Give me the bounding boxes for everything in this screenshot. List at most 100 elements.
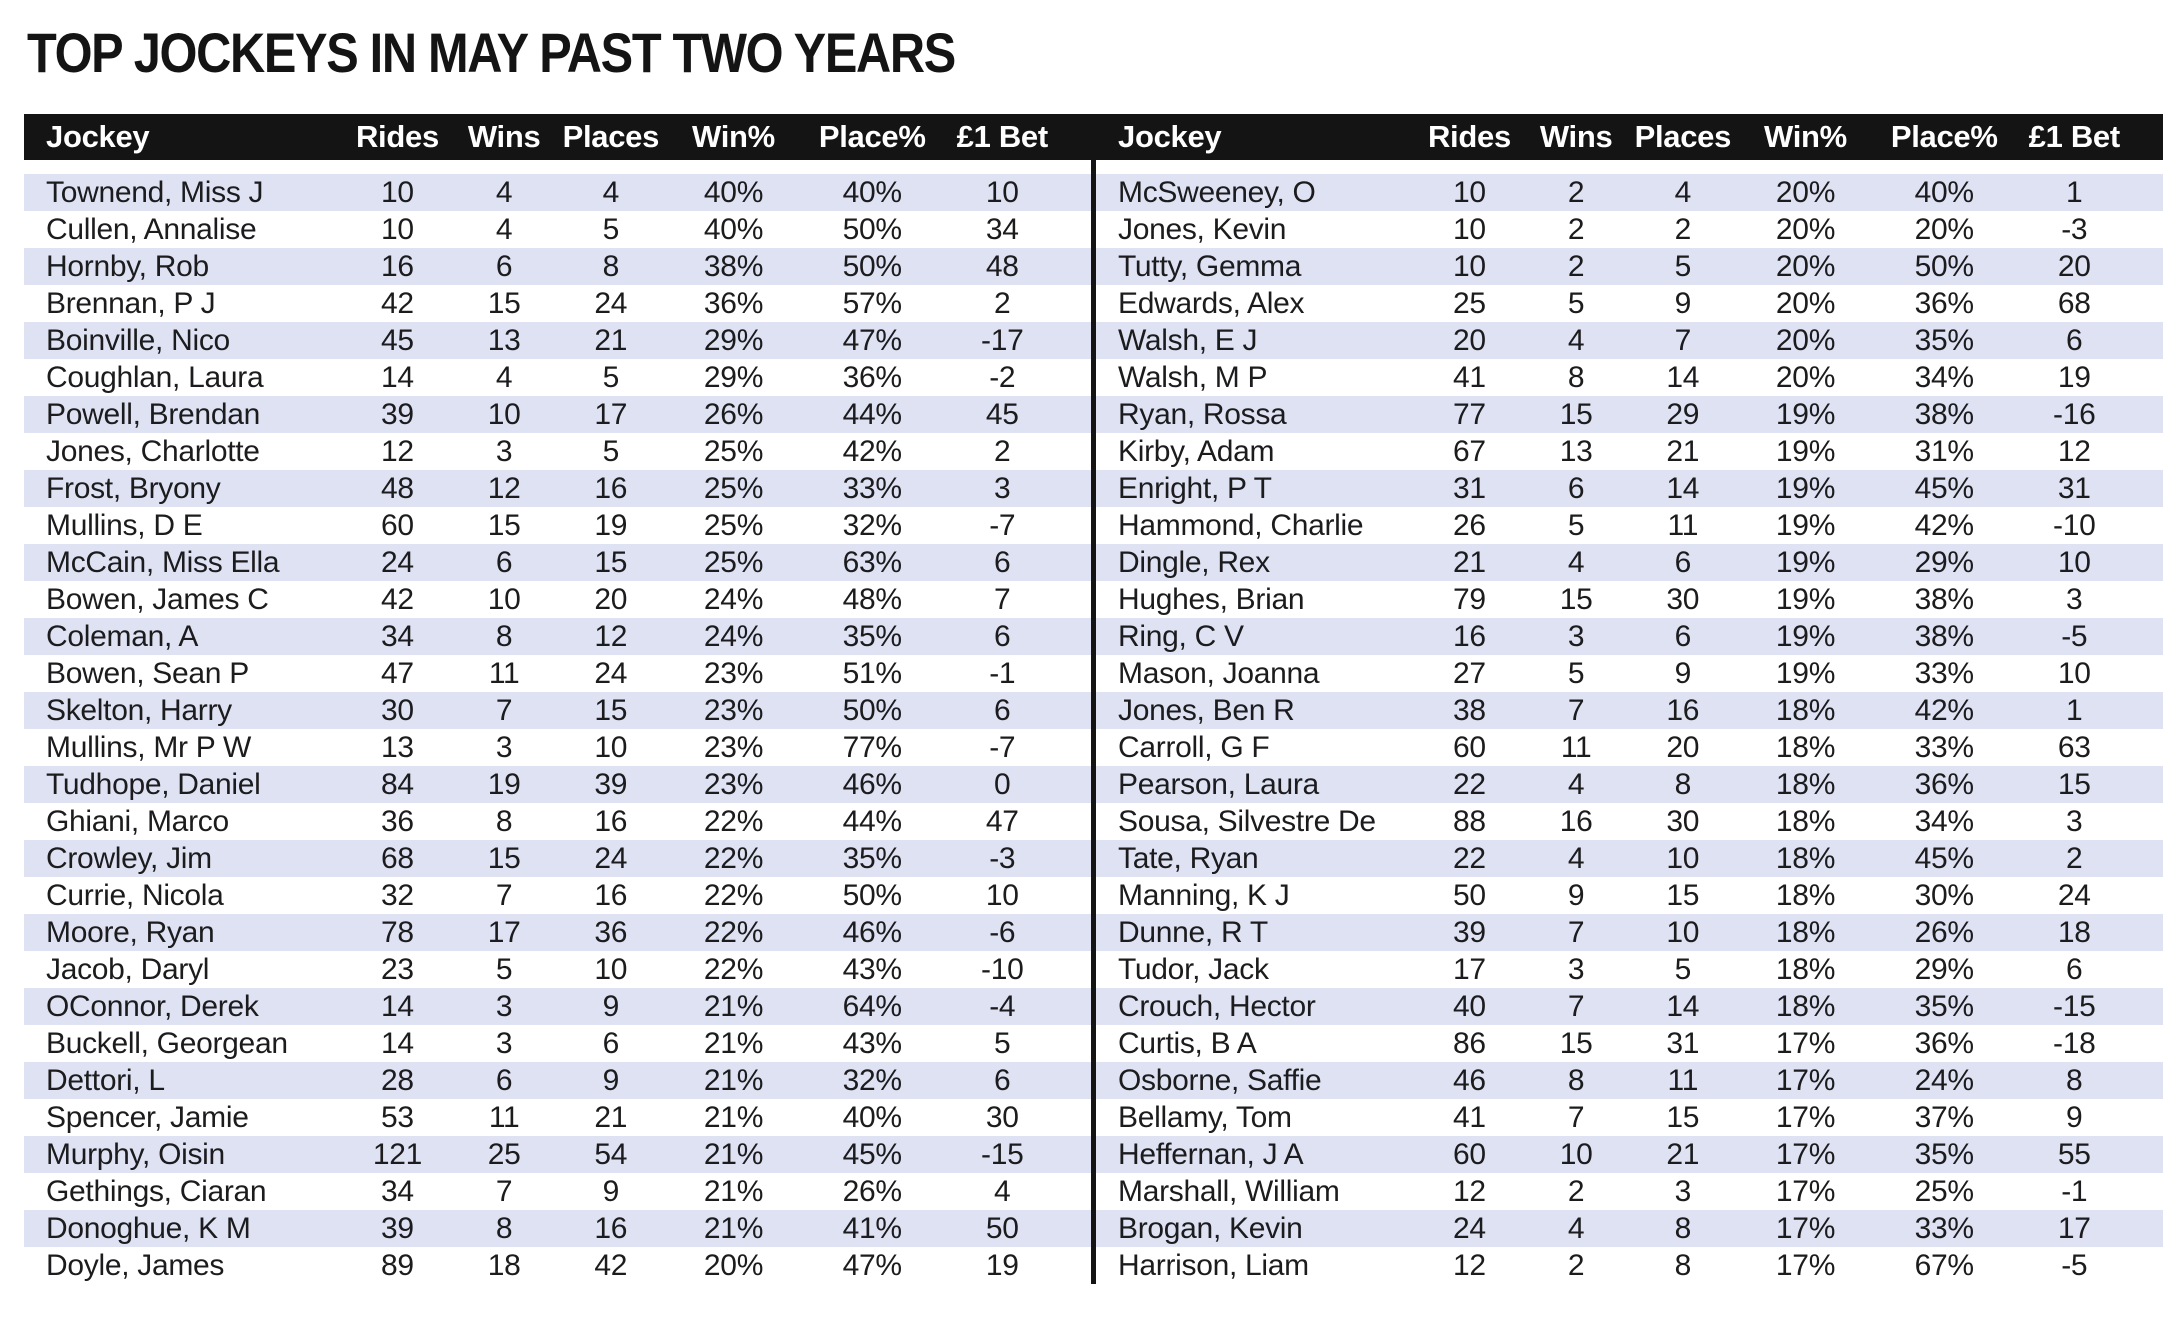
places-value: 7 [1674,324,1692,357]
bet-value: 2 [994,435,1011,468]
wins-value: 12 [487,472,521,505]
table-row: Bowen, Sean P 47 11 24 23% 51% -1 [24,655,1091,692]
rides-value: 88 [1453,805,1486,838]
win-pct-value: 17% [1775,1027,1836,1060]
rides-value: 47 [381,657,414,690]
places-value: 29 [1666,398,1700,431]
rides-value: 42 [381,287,414,320]
win-pct-value: 22% [703,916,764,949]
column-header-place-pct: Place% [1890,119,1998,154]
wins-value: 3 [1567,953,1585,986]
win-pct-value: 17% [1775,1249,1836,1282]
win-pct-value: 19% [1775,398,1836,431]
win-pct-value: 21% [703,1212,764,1245]
table-row: Mullins, Mr P W 13 3 10 23% 77% -7 [24,729,1091,766]
bet-value: 5 [994,1027,1011,1060]
win-pct-value: 25% [703,546,764,579]
win-pct-value: 18% [1775,842,1836,875]
win-pct-value: 18% [1775,805,1836,838]
rides-value: 78 [381,916,414,949]
rides-value: 67 [1453,435,1486,468]
wins-value: 6 [1567,472,1585,505]
wins-value: 7 [1567,694,1585,727]
table-row: Townend, Miss J 10 4 4 40% 40% 10 [24,174,1091,211]
table-row: Moore, Ryan 78 17 36 22% 46% -6 [24,914,1091,951]
rides-value: 10 [1453,213,1486,246]
column-header-rides: Rides [355,119,439,154]
places-value: 10 [594,953,628,986]
table-row: Heffernan, J A 60 10 21 17% 35% 55 [1096,1136,2163,1173]
win-pct-value: 23% [703,694,764,727]
table-row: Sousa, Silvestre De 88 16 30 18% 34% 3 [1096,803,2163,840]
place-pct-value: 45% [842,1138,902,1171]
place-pct-value: 63% [842,546,902,579]
win-pct-value: 21% [703,1138,764,1171]
bet-value: 63 [2057,731,2091,764]
rides-value: 77 [1453,398,1486,431]
win-pct-value: 29% [703,324,764,357]
wins-value: 16 [1559,805,1593,838]
jockey-name: OConnor, Derek [46,990,259,1023]
places-value: 9 [602,1175,620,1208]
rides-value: 86 [1453,1027,1486,1060]
bet-value: 34 [985,213,1019,246]
win-pct-value: 22% [703,805,764,838]
rides-value: 10 [1453,250,1486,283]
wins-value: 5 [1567,657,1585,690]
place-pct-value: 45% [1914,472,1974,505]
places-value: 6 [1674,546,1692,579]
place-pct-value: 40% [842,1101,902,1134]
places-value: 21 [594,1101,628,1134]
place-pct-value: 25% [1914,1175,1974,1208]
rides-value: 13 [381,731,414,764]
place-pct-value: 41% [842,1212,902,1245]
rides-value: 12 [1453,1249,1486,1282]
right-table-header-row: Jockey Rides Wins Places Win% Place% £1 … [1096,114,2163,160]
rides-value: 89 [381,1249,414,1282]
bet-value: -16 [2053,398,2096,431]
table-row: Crouch, Hector 40 7 14 18% 35% -15 [1096,988,2163,1025]
jockey-name: Tudhope, Daniel [46,768,261,801]
win-pct-value: 24% [703,620,764,653]
place-pct-value: 29% [1914,953,1974,986]
table-row: Marshall, William 12 2 3 17% 25% -1 [1096,1173,2163,1210]
bet-value: 6 [994,1064,1011,1097]
places-value: 14 [1666,361,1700,394]
places-value: 5 [1674,953,1692,986]
places-value: 8 [602,250,620,283]
bet-value: 15 [2057,768,2091,801]
rides-value: 60 [1453,1138,1486,1171]
table-row: Manning, K J 50 9 15 18% 30% 24 [1096,877,2163,914]
places-value: 10 [1666,842,1700,875]
place-pct-value: 40% [842,176,902,209]
win-pct-value: 24% [703,583,764,616]
wins-value: 15 [487,509,521,542]
jockey-name: Hammond, Charlie [1118,509,1364,542]
jockey-name: Powell, Brendan [46,398,260,431]
wins-value: 5 [1567,509,1585,542]
wins-value: 2 [1567,250,1585,283]
rides-value: 31 [1453,472,1486,505]
win-pct-value: 17% [1775,1212,1836,1245]
bet-value: 19 [2057,361,2091,394]
table-row: Jones, Kevin 10 2 2 20% 20% -3 [1096,211,2163,248]
win-pct-value: 20% [1775,287,1836,320]
win-pct-value: 38% [703,250,764,283]
bet-value: 1 [2066,694,2083,727]
jockey-name: Spencer, Jamie [46,1101,249,1134]
place-pct-value: 51% [842,657,902,690]
place-pct-value: 46% [842,916,902,949]
rides-value: 50 [1453,879,1486,912]
jockey-name: Townend, Miss J [46,176,264,209]
win-pct-value: 22% [703,842,764,875]
wins-value: 11 [488,1101,520,1134]
wins-value: 7 [495,879,513,912]
rides-value: 10 [381,213,414,246]
win-pct-value: 21% [703,1175,764,1208]
column-header-place-pct: Place% [818,119,926,154]
jockey-name: Jacob, Daryl [46,953,210,986]
jockey-name: Jones, Kevin [1118,213,1287,246]
wins-value: 4 [1567,546,1585,579]
place-pct-value: 67% [1914,1249,1974,1282]
bet-value: 31 [2057,472,2091,505]
